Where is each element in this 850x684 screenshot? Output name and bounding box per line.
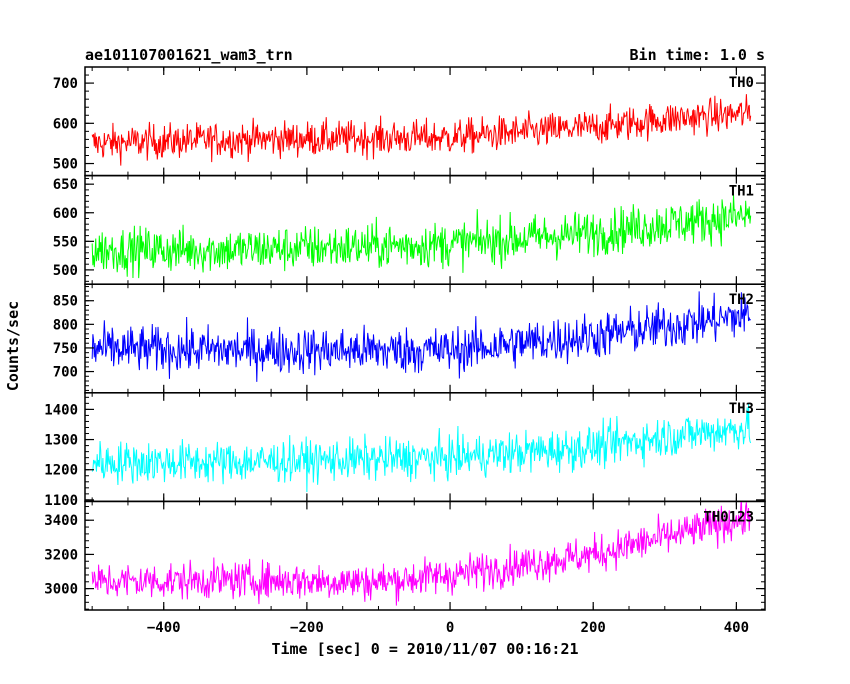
bin-time-label: Bin time: 1.0 s: [630, 46, 765, 64]
y-tick-label: 1100: [44, 493, 78, 509]
x-tick-label: 400: [724, 620, 749, 636]
panel-label-th0123: TH0123: [703, 509, 754, 525]
panels-layer: 500 600 700 TH0 500 550 600 650 TH1 700 750 800 850 T…: [44, 66, 766, 611]
chart-title: ae101107001621_wam3_trn: [85, 46, 293, 64]
series-line-th0: [91, 94, 752, 166]
y-tick-label: 850: [53, 294, 78, 310]
series-line-th3: [91, 403, 752, 493]
series-line-th0123: [91, 501, 752, 606]
y-tick-label: 3200: [44, 547, 78, 563]
y-tick-label: 500: [53, 157, 78, 173]
y-tick-label: 550: [53, 234, 78, 250]
x-axis-label: Time [sec] 0 = 2010/11/07 00:16:21: [271, 640, 578, 658]
panel-label-th2: TH2: [729, 292, 754, 308]
y-tick-label: 750: [53, 341, 78, 357]
panel-th3: 1100 1200 1300 1400 TH3: [44, 392, 766, 509]
panel-label-th0: TH0: [729, 75, 754, 91]
panel-frame: [84, 500, 766, 611]
x-tick-label: 200: [581, 620, 606, 636]
y-tick-label: 700: [53, 76, 78, 92]
y-tick-label: 650: [53, 177, 78, 193]
y-tick-label: 1200: [44, 463, 78, 479]
y-axis-label: Counts/sec: [4, 301, 22, 391]
panel-th1: 500 550 600 650 TH1: [53, 174, 766, 285]
panel-label-th3: TH3: [729, 401, 754, 417]
panel-th0123: 3000 3200 3400 TH0123: [44, 500, 766, 611]
y-tick-label: 700: [53, 365, 78, 381]
panel-th0: 500 600 700 TH0: [53, 66, 766, 177]
x-tick-label: −200: [290, 620, 324, 636]
series-line-th1: [91, 194, 752, 279]
series-line-th2: [91, 291, 751, 382]
panel-frame: [84, 392, 766, 503]
x-axis: −400 −200 0 200 400: [147, 620, 749, 636]
y-tick-label: 600: [53, 116, 78, 132]
y-tick-label: 600: [53, 206, 78, 222]
y-tick-label: 1300: [44, 433, 78, 449]
y-tick-label: 1400: [44, 402, 78, 418]
y-tick-label: 800: [53, 317, 78, 333]
x-tick-label: 0: [446, 620, 454, 636]
y-tick-label: 500: [53, 263, 78, 279]
panel-label-th1: TH1: [729, 184, 754, 200]
y-tick-label: 3400: [44, 513, 78, 529]
y-tick-label: 3000: [44, 582, 78, 598]
x-tick-label: −400: [147, 620, 181, 636]
panel-th2: 700 750 800 850 TH2: [53, 283, 766, 394]
